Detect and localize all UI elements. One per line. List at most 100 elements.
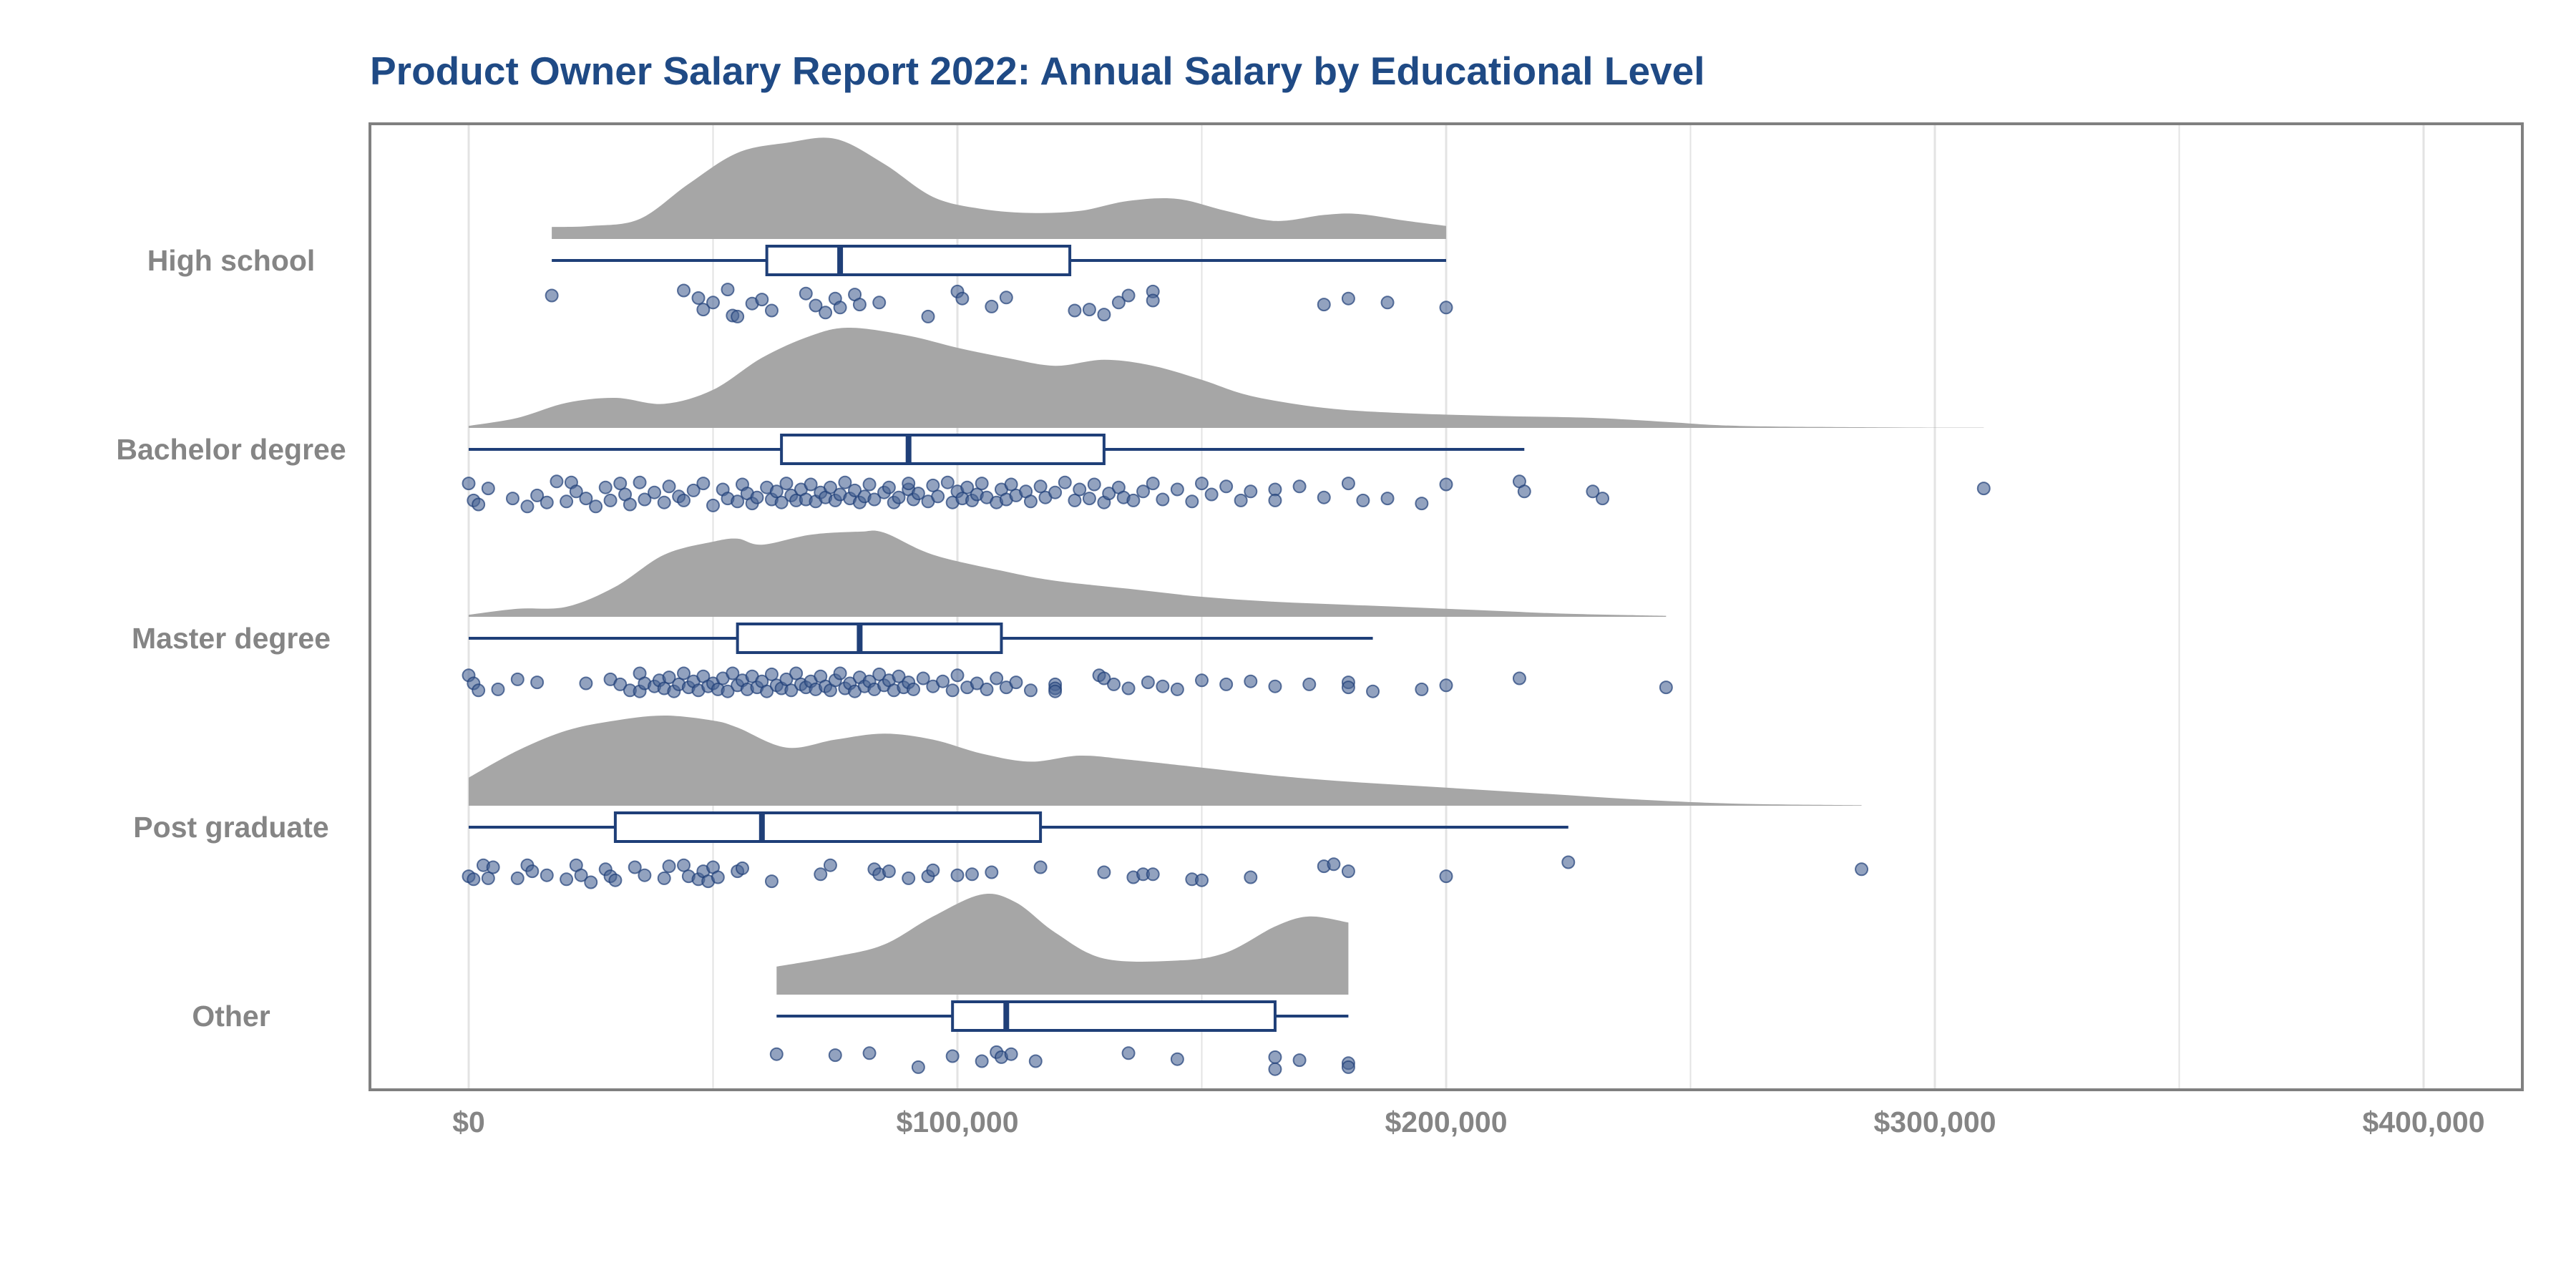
data-point xyxy=(579,492,593,506)
data-point xyxy=(569,484,583,499)
data-point xyxy=(486,860,500,874)
data-point xyxy=(902,871,916,885)
data-point xyxy=(950,668,965,683)
data-point xyxy=(1033,860,1048,874)
data-point xyxy=(677,858,691,872)
data-point xyxy=(510,871,525,885)
category-labels: High school Bachelor degree Master degree P… xyxy=(116,244,346,1033)
data-point xyxy=(1234,493,1248,507)
x-tick-label: $100,000 xyxy=(896,1106,1018,1138)
data-point xyxy=(1058,475,1072,489)
data-point xyxy=(1146,477,1160,491)
data-point xyxy=(1439,477,1453,492)
data-point xyxy=(936,674,950,688)
data-point xyxy=(540,495,554,509)
data-point xyxy=(505,492,519,506)
data-point xyxy=(613,677,628,691)
data-point xyxy=(589,499,603,514)
x-tick-label: $0 xyxy=(452,1106,485,1138)
data-point xyxy=(950,868,965,882)
data-point xyxy=(706,296,720,310)
data-point xyxy=(579,676,593,691)
data-point xyxy=(872,667,887,681)
data-point xyxy=(1380,492,1395,506)
data-point xyxy=(1073,482,1087,497)
data-point xyxy=(1097,671,1111,686)
data-point xyxy=(1356,493,1370,507)
box-iqr-master-degree xyxy=(736,623,1003,654)
jittered-points xyxy=(462,283,1991,1076)
data-point xyxy=(1111,296,1126,310)
data-point xyxy=(1195,673,1209,688)
data-point xyxy=(525,864,540,879)
data-point xyxy=(764,667,779,681)
data-point xyxy=(1439,301,1453,315)
data-point xyxy=(662,670,676,685)
data-point xyxy=(838,475,852,489)
data-point xyxy=(769,484,784,499)
data-point xyxy=(975,477,989,491)
data-point xyxy=(907,682,921,696)
data-point xyxy=(584,875,598,889)
category-label-bachelor-degree: Bachelor degree xyxy=(116,433,346,466)
boxplots xyxy=(469,245,1568,1032)
x-tick-label: $300,000 xyxy=(1873,1106,1996,1138)
data-point xyxy=(1023,683,1038,698)
data-point xyxy=(1097,308,1111,322)
data-point xyxy=(598,480,613,494)
data-point xyxy=(1268,493,1282,507)
data-point xyxy=(823,480,837,494)
data-point xyxy=(814,867,828,882)
data-point xyxy=(560,872,574,887)
data-point xyxy=(1136,484,1151,499)
chart-title: Product Owner Salary Report 2022: Annual… xyxy=(370,49,1705,93)
data-point xyxy=(911,487,925,501)
data-point xyxy=(1341,680,1355,695)
data-point xyxy=(985,299,999,313)
data-point xyxy=(823,858,837,872)
data-point xyxy=(975,1054,989,1068)
data-point xyxy=(1341,1060,1355,1074)
data-point xyxy=(1268,679,1282,693)
data-point xyxy=(1244,484,1258,499)
data-point xyxy=(1170,1052,1184,1066)
category-label-post-graduate: Post graduate xyxy=(133,811,328,844)
data-point xyxy=(491,682,505,696)
data-point xyxy=(1292,479,1307,494)
data-point xyxy=(779,477,794,491)
data-point xyxy=(628,860,642,874)
data-point xyxy=(980,682,994,696)
data-point xyxy=(916,671,930,686)
data-point xyxy=(1082,303,1096,317)
data-point xyxy=(985,865,999,879)
data-point xyxy=(804,477,818,492)
data-point xyxy=(481,482,495,496)
data-point xyxy=(760,684,774,698)
data-point xyxy=(1366,684,1380,698)
data-point xyxy=(1561,855,1576,869)
data-point xyxy=(1204,487,1219,502)
data-point xyxy=(769,1047,784,1061)
data-point xyxy=(1317,490,1331,504)
data-point xyxy=(648,485,662,499)
data-point xyxy=(1068,303,1082,318)
data-point xyxy=(819,306,833,320)
data-point xyxy=(1033,479,1048,494)
data-point xyxy=(550,474,564,489)
data-point xyxy=(467,872,481,887)
data-point xyxy=(1170,682,1184,696)
data-point xyxy=(1341,864,1355,879)
data-point xyxy=(1087,477,1101,492)
data-point xyxy=(872,296,887,310)
data-point xyxy=(1517,484,1531,499)
box-iqr-bachelor-degree xyxy=(780,434,1106,465)
density-high-school xyxy=(552,137,1446,239)
data-point xyxy=(462,477,476,491)
data-point xyxy=(1156,492,1170,507)
data-point xyxy=(1146,867,1160,882)
data-point xyxy=(481,871,495,885)
data-point xyxy=(530,488,545,502)
x-tick-label: $400,000 xyxy=(2362,1106,2484,1138)
data-point xyxy=(882,864,896,879)
